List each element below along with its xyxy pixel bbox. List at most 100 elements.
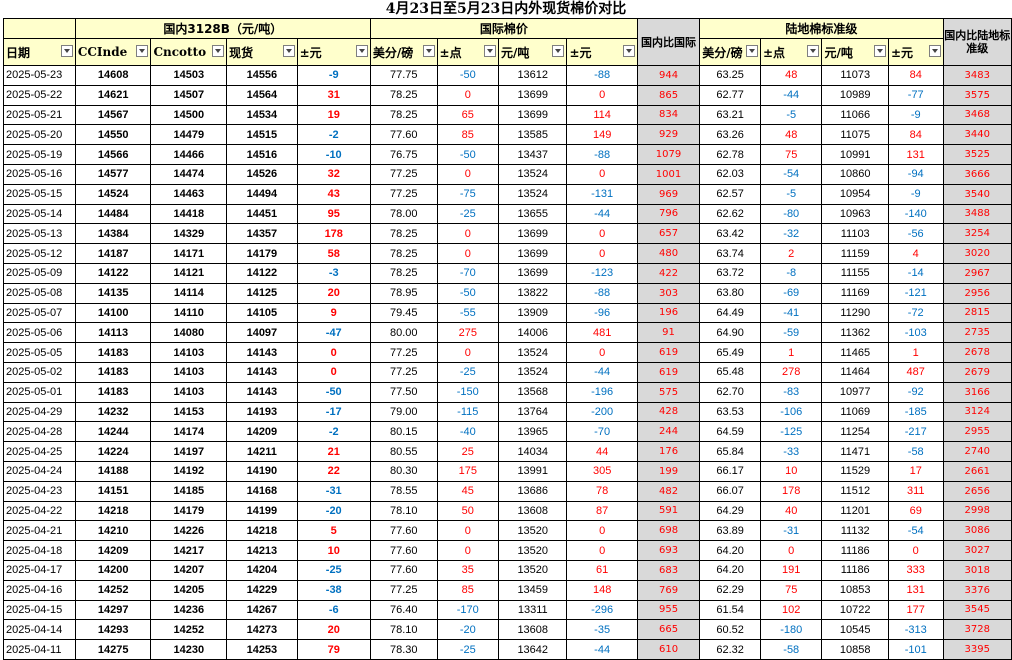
- table-cell[interactable]: 61.54: [699, 599, 761, 621]
- table-cell[interactable]: 14357: [226, 223, 298, 245]
- table-cell[interactable]: 619: [636, 342, 701, 363]
- table-cell[interactable]: -88: [566, 282, 638, 304]
- table-cell[interactable]: 14122: [226, 262, 298, 284]
- table-cell[interactable]: 14273: [226, 619, 298, 641]
- table-cell[interactable]: 14171: [150, 243, 228, 264]
- table-cell[interactable]: 0: [566, 223, 638, 245]
- table-cell[interactable]: 11464: [821, 361, 889, 383]
- table-cell[interactable]: -59: [759, 322, 823, 344]
- table-cell[interactable]: 665: [636, 619, 701, 641]
- table-cell[interactable]: 77.75: [369, 65, 438, 86]
- table-cell[interactable]: -44: [566, 361, 638, 383]
- table-cell[interactable]: 77.60: [369, 520, 438, 542]
- table-cell[interactable]: 13585: [498, 124, 568, 146]
- table-cell[interactable]: 64.29: [699, 500, 761, 522]
- table-cell[interactable]: 14577: [74, 163, 152, 185]
- table-cell[interactable]: 176: [636, 441, 701, 462]
- table-cell[interactable]: 1079: [636, 144, 701, 165]
- table-cell[interactable]: 14226: [150, 520, 228, 542]
- table-cell[interactable]: 13311: [498, 599, 568, 621]
- table-cell[interactable]: -200: [566, 401, 638, 423]
- table-cell[interactable]: 2967: [942, 262, 1012, 284]
- table-cell[interactable]: -9: [887, 104, 944, 126]
- table-cell[interactable]: 796: [636, 203, 701, 225]
- filter-dropdown-icon[interactable]: [484, 45, 497, 57]
- filter-dropdown-icon[interactable]: [807, 45, 820, 57]
- table-cell[interactable]: 78.00: [369, 203, 438, 225]
- table-cell[interactable]: 2025-05-09: [3, 262, 76, 284]
- table-cell[interactable]: 14252: [150, 619, 228, 641]
- table-cell[interactable]: 3440: [942, 124, 1012, 146]
- table-cell[interactable]: 14110: [150, 302, 228, 324]
- table-cell[interactable]: 13764: [498, 401, 568, 423]
- table-cell[interactable]: -77: [887, 84, 944, 106]
- table-cell[interactable]: 13524: [498, 183, 568, 205]
- column-header-intl_usd[interactable]: 美分/磅: [369, 38, 438, 66]
- table-cell[interactable]: -115: [436, 401, 500, 423]
- table-cell[interactable]: 80.30: [369, 460, 438, 482]
- table-cell[interactable]: 2025-05-21: [3, 104, 76, 126]
- table-cell[interactable]: 14463: [150, 183, 228, 205]
- table-cell[interactable]: 11075: [821, 124, 889, 146]
- table-cell[interactable]: 14183: [74, 361, 152, 383]
- table-cell[interactable]: 275: [436, 322, 500, 344]
- table-cell[interactable]: -40: [436, 421, 500, 443]
- table-cell[interactable]: 80.15: [369, 421, 438, 443]
- table-cell[interactable]: 14103: [150, 381, 228, 403]
- table-cell[interactable]: 44: [566, 441, 638, 462]
- table-cell[interactable]: 428: [636, 401, 701, 423]
- table-cell[interactable]: 3728: [942, 619, 1012, 641]
- table-cell[interactable]: 2025-05-22: [3, 84, 76, 106]
- table-cell[interactable]: 2025-05-02: [3, 361, 76, 383]
- table-cell[interactable]: 77.60: [369, 124, 438, 146]
- table-cell[interactable]: 11186: [821, 540, 889, 561]
- table-cell[interactable]: 178: [296, 223, 371, 245]
- column-header-land_cny[interactable]: 元/吨: [821, 38, 889, 66]
- table-cell[interactable]: 13686: [498, 480, 568, 502]
- table-cell[interactable]: 1: [887, 342, 944, 363]
- table-cell[interactable]: 11512: [821, 480, 889, 502]
- table-cell[interactable]: 14204: [226, 559, 298, 581]
- table-cell[interactable]: 13699: [498, 84, 568, 106]
- table-cell[interactable]: 14293: [74, 619, 152, 641]
- table-cell[interactable]: 14174: [150, 421, 228, 443]
- table-cell[interactable]: 14080: [150, 322, 228, 344]
- table-cell[interactable]: -25: [296, 559, 371, 581]
- table-cell[interactable]: 683: [636, 559, 701, 581]
- table-cell[interactable]: 13520: [498, 540, 568, 561]
- table-cell[interactable]: 77.25: [369, 579, 438, 601]
- table-cell[interactable]: 78.25: [369, 104, 438, 126]
- table-cell[interactable]: -25: [436, 361, 500, 383]
- filter-dropdown-icon[interactable]: [282, 45, 295, 57]
- table-cell[interactable]: 10: [296, 540, 371, 561]
- table-cell[interactable]: 693: [636, 540, 701, 561]
- table-cell[interactable]: 48: [759, 124, 823, 146]
- column-header-date[interactable]: 日期: [3, 38, 76, 66]
- table-cell[interactable]: 10545: [821, 619, 889, 641]
- table-cell[interactable]: 64.59: [699, 421, 761, 443]
- table-cell[interactable]: 63.25: [699, 65, 761, 86]
- table-cell[interactable]: 14507: [150, 84, 228, 106]
- column-header-intl_chg[interactable]: ±元: [566, 38, 638, 66]
- table-cell[interactable]: -35: [566, 619, 638, 641]
- table-cell[interactable]: 14224: [74, 441, 152, 462]
- table-cell[interactable]: 2661: [942, 460, 1012, 482]
- table-cell[interactable]: 2025-05-12: [3, 243, 76, 264]
- table-cell[interactable]: 75: [759, 144, 823, 165]
- table-cell[interactable]: 244: [636, 421, 701, 443]
- table-cell[interactable]: 14200: [74, 559, 152, 581]
- table-cell[interactable]: 14211: [226, 441, 298, 462]
- table-cell[interactable]: 2735: [942, 322, 1012, 344]
- table-cell[interactable]: 3027: [942, 540, 1012, 561]
- table-cell[interactable]: 13568: [498, 381, 568, 403]
- table-cell[interactable]: 14100: [74, 302, 152, 324]
- table-cell[interactable]: 944: [636, 65, 701, 86]
- table-cell[interactable]: 11254: [821, 421, 889, 443]
- table-cell[interactable]: 77.60: [369, 540, 438, 561]
- table-cell[interactable]: -38: [296, 579, 371, 601]
- table-cell[interactable]: 2025-04-14: [3, 619, 76, 641]
- table-cell[interactable]: -44: [566, 203, 638, 225]
- table-cell[interactable]: -313: [887, 619, 944, 641]
- table-cell[interactable]: 3254: [942, 223, 1012, 245]
- table-cell[interactable]: 20: [296, 282, 371, 304]
